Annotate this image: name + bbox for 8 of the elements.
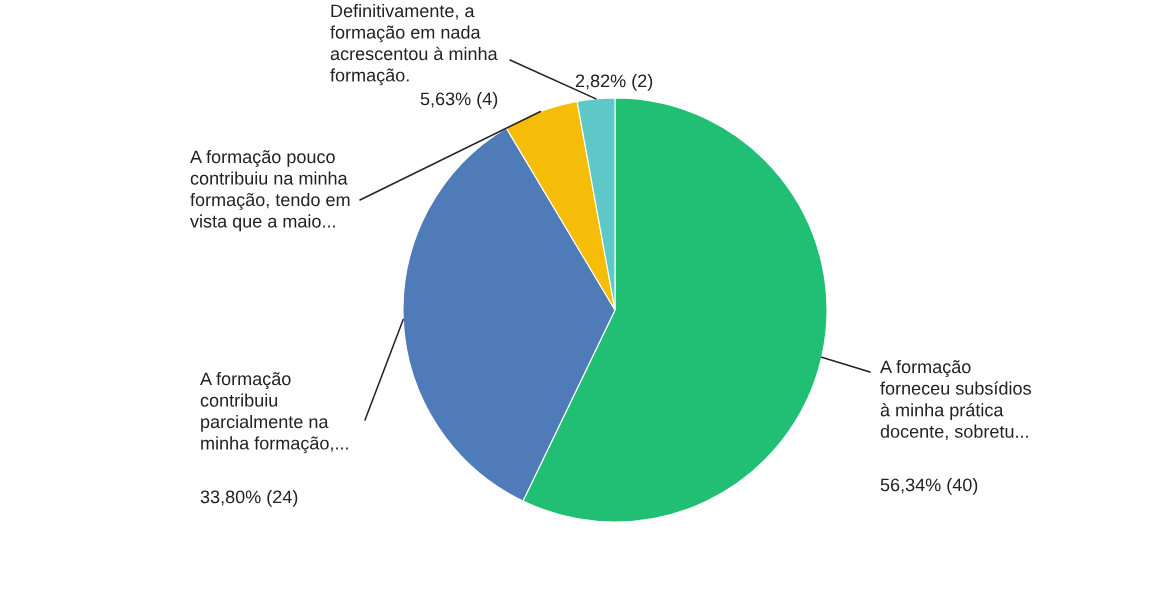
slice-label: Definitivamente, a formação em nada acrescentou à minha formação.: [330, 4, 498, 86]
data-label: 5,63% (4): [420, 92, 498, 109]
slice-label: A formação forneceu subsídios à minha prática docente, sobretu...: [880, 360, 1031, 440]
slice-label: A formação pouco contribuiu na minha formação, tendo em vista que a maio...: [190, 150, 350, 232]
data-label: 56,34% (40): [880, 478, 978, 495]
data-label: 2,82% (2): [575, 74, 653, 91]
slice-label: A formação contribuiu parcialmente na minha formação,...: [200, 372, 348, 454]
data-label: 33,80% (24): [200, 490, 298, 507]
